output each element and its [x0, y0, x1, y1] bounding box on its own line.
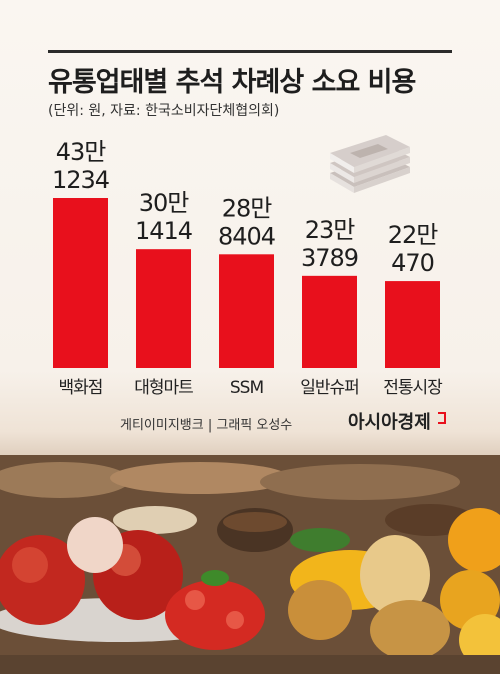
bar-0	[53, 198, 108, 368]
bar-4	[385, 281, 440, 368]
category-label-1: 대형마트	[134, 378, 193, 398]
value-label-3-0: 23만	[305, 216, 356, 244]
value-label-0-1: 1234	[52, 166, 109, 194]
value-label-4-1: 470	[391, 249, 434, 277]
title-rule	[48, 50, 452, 53]
bar-2	[219, 254, 274, 368]
money-stack-icon	[330, 135, 410, 193]
food-background-photo	[0, 455, 500, 674]
credit-text: 게티이미지뱅크 | 그래픽 오성수	[120, 418, 293, 433]
value-label-1-1: 1414	[135, 217, 192, 245]
value-label-4-0: 22만	[388, 221, 439, 249]
value-label-1-0: 30만	[139, 189, 190, 217]
bar-3	[302, 275, 357, 368]
value-label-2-1: 8404	[218, 222, 275, 250]
value-label-3-1: 3789	[301, 244, 358, 272]
category-label-3: 일반슈퍼	[300, 378, 359, 398]
category-label-4: 전통시장	[383, 378, 443, 398]
category-label-0: 백화점	[59, 378, 103, 398]
brand-logo-text: 아시아경제	[348, 412, 431, 433]
category-label-2: SSM	[230, 378, 263, 398]
bar-1	[136, 249, 191, 368]
value-label-2-0: 28만	[222, 194, 273, 222]
chart-subtitle: (단위: 원, 자료: 한국소비자단체협의회)	[48, 103, 280, 119]
chart-title: 유통업태별 추석 차례상 소요 비용	[48, 67, 416, 98]
value-label-0-0: 43만	[56, 138, 107, 166]
brand-mark-icon	[438, 412, 446, 424]
